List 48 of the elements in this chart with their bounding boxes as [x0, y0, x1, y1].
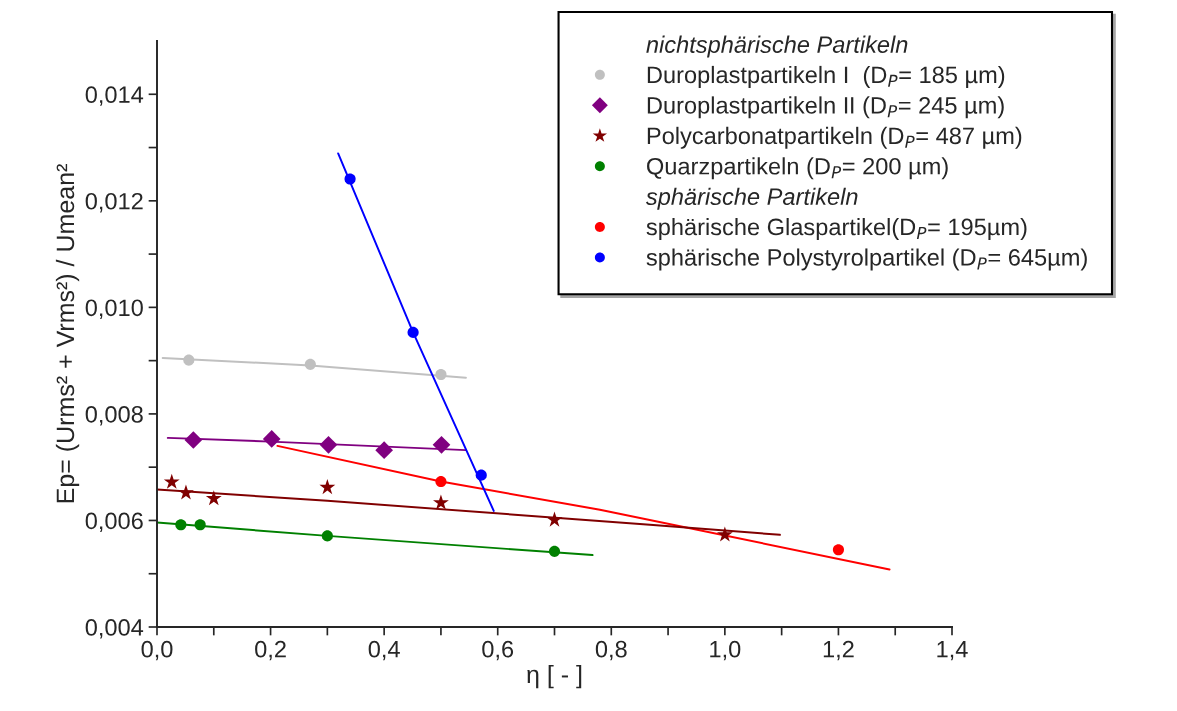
point: [475, 469, 487, 481]
x-tick-label: 0,2: [255, 640, 286, 661]
point: [832, 544, 844, 556]
y-tick-label: 0,010: [85, 299, 143, 319]
point: [407, 326, 419, 338]
legend-label: sphärische Glaspartikel(D$_{P}$= 195µm): [646, 217, 1027, 240]
point: [435, 368, 447, 381]
point: [184, 431, 203, 449]
x-tick-label: 0,0: [141, 640, 173, 661]
y-axis-title: Ep= (Urms² + Vrms²) / Umean²: [55, 164, 80, 503]
legend-label: Polycarbonatpartikeln (D$_{P}$= 487 µm): [647, 126, 1022, 149]
x-tick-label: 0,8: [595, 640, 627, 661]
x-axis-title: η [ - ]: [527, 664, 582, 689]
annotation: nichtsphärische Partikeln: [646, 35, 908, 58]
point: [321, 530, 333, 542]
x-tick-label: 1,4: [937, 641, 968, 661]
point: [435, 476, 447, 488]
point: [319, 479, 336, 495]
x-tick-label: 1,0: [710, 640, 741, 661]
point: [375, 441, 393, 459]
x-tick-label: 0,4: [368, 640, 400, 661]
point: [716, 526, 733, 542]
y-tick-label: 0,008: [85, 405, 143, 426]
y-tick-label: 0,014: [85, 86, 144, 106]
x-tick-label: 0,6: [482, 640, 514, 661]
point: [319, 435, 338, 454]
x-tick-label: 1,2: [823, 640, 854, 661]
point: [262, 430, 281, 448]
annotation: sphärische Partikeln: [645, 187, 858, 210]
point: [163, 473, 180, 489]
y-tick-label: 0,012: [85, 192, 143, 213]
point: [546, 511, 563, 527]
point: [175, 519, 187, 531]
y-tick-label: 0,006: [85, 512, 143, 533]
point: [194, 519, 206, 531]
y-tick-label: 0,004: [85, 619, 144, 639]
legend-label: Quarzpartikeln (D$_{P}$= 200 µm): [647, 157, 948, 180]
point: [205, 490, 222, 506]
point: [548, 545, 561, 557]
legend-label: sphärische Polystyrolpartikel (D$_{P}$= 645µm): [646, 248, 1087, 271]
point: [344, 173, 356, 185]
legend-label: Duroplastpartikeln I (D$_{P}$= 185 µm): [647, 65, 1005, 88]
point: [432, 435, 451, 454]
legend-label: Duroplastpartikeln II (D$_{P}$= 245 µm): [647, 96, 1004, 119]
point: [304, 358, 316, 370]
point: [178, 484, 194, 500]
point: [183, 354, 195, 366]
point: [433, 494, 449, 510]
